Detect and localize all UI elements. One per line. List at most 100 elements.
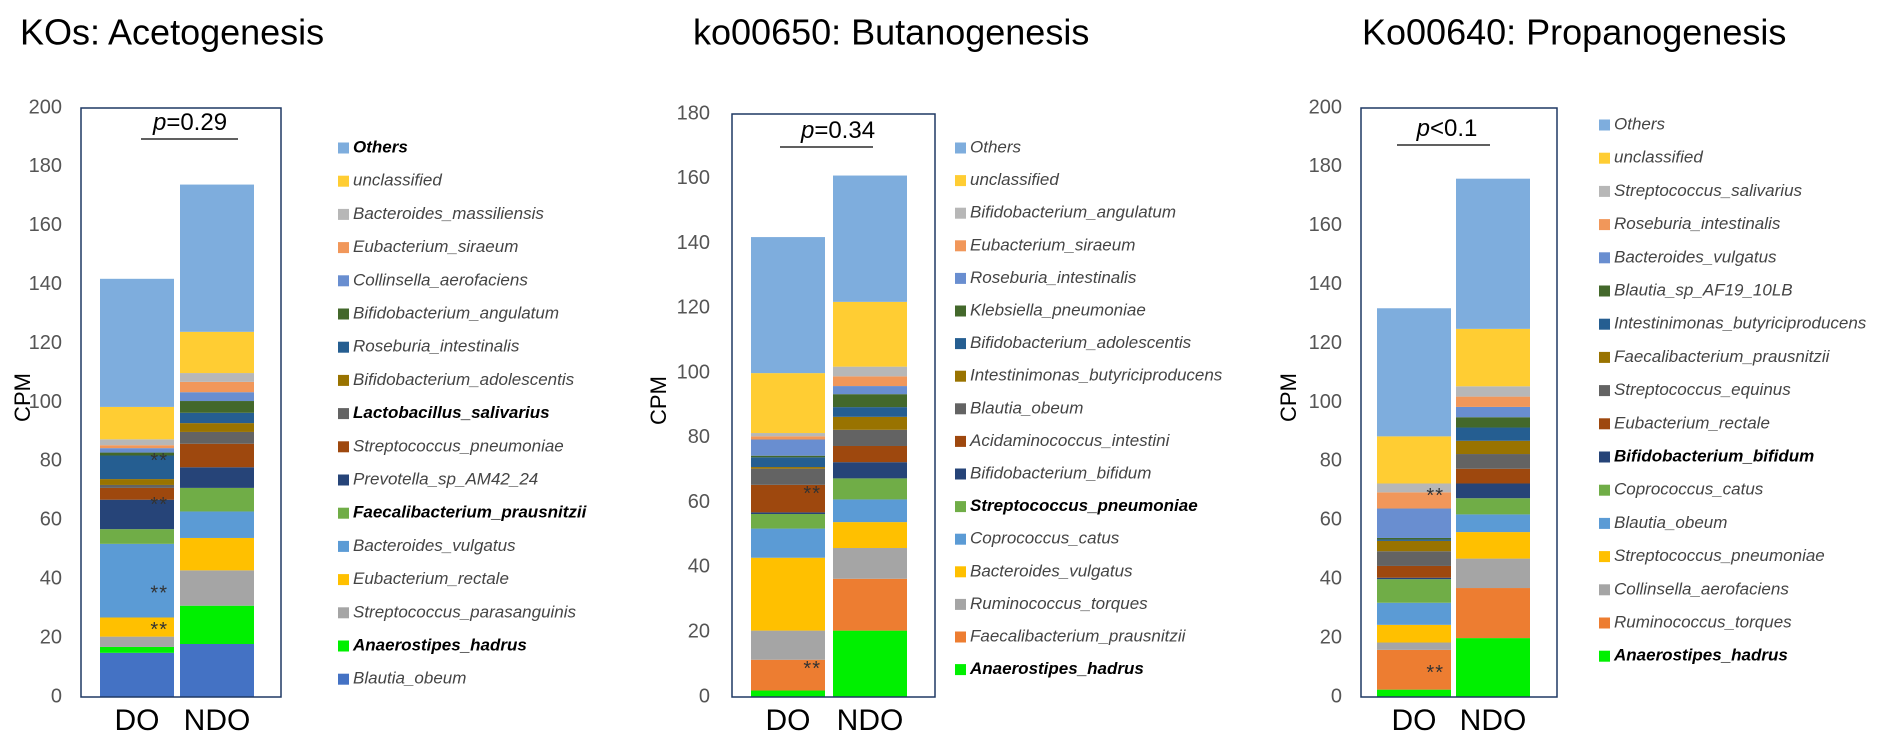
chart-title: Ko00640: Propanogenesis bbox=[1362, 12, 1786, 53]
bar-segment bbox=[1377, 540, 1451, 552]
bar-segment bbox=[751, 659, 825, 691]
legend-swatch bbox=[955, 533, 966, 545]
legend-swatch bbox=[1599, 484, 1610, 496]
bar-segment bbox=[1456, 558, 1530, 589]
bar-segment bbox=[180, 373, 254, 382]
y-tick-label: 100 bbox=[677, 361, 710, 383]
legend-entry: Coprococcus_catus bbox=[970, 529, 1120, 548]
legend-swatch bbox=[1599, 318, 1610, 330]
x-tick-label: NDO bbox=[1460, 704, 1527, 737]
legend-swatch bbox=[338, 242, 349, 254]
legend-entry: Others bbox=[970, 137, 1022, 156]
legend-swatch bbox=[338, 441, 349, 453]
y-tick-label: 20 bbox=[40, 626, 62, 648]
bar-segment bbox=[100, 636, 174, 647]
legend-entry: Eubacterium_siraeum bbox=[970, 235, 1135, 254]
legend-entry: Intestinimonas_butyriciproducens bbox=[1614, 314, 1867, 333]
y-tick-label: 80 bbox=[1320, 450, 1342, 472]
legend-entry: Bacteroides_vulgatus bbox=[970, 561, 1133, 580]
bar-segment bbox=[1456, 427, 1530, 441]
legend-swatch bbox=[1599, 351, 1610, 363]
chart-title: KOs: Acetogenesis bbox=[20, 12, 324, 53]
legend-swatch bbox=[955, 370, 966, 382]
legend-swatch bbox=[955, 207, 966, 219]
legend-swatch bbox=[1599, 152, 1610, 164]
y-tick-label: 40 bbox=[1320, 567, 1342, 589]
bar-segment bbox=[1377, 624, 1451, 643]
legend-swatch bbox=[1599, 185, 1610, 197]
bar-segment bbox=[1377, 689, 1451, 697]
bar-segment bbox=[1456, 386, 1530, 397]
legend-entry: Streptococcus_salivarius bbox=[1614, 181, 1803, 200]
bar-segment bbox=[180, 467, 254, 488]
bar-segment bbox=[100, 499, 174, 530]
bar-segment bbox=[180, 401, 254, 413]
legend-entry: Bifidobacterium_angulatum bbox=[353, 303, 559, 322]
legend-entry: Bifidobacterium_adolescentis bbox=[970, 333, 1192, 352]
bar-segment bbox=[1377, 551, 1451, 566]
bar-segment bbox=[833, 366, 907, 377]
y-axis-label: CPM bbox=[10, 373, 35, 422]
y-tick-label: 60 bbox=[1320, 509, 1342, 531]
y-axis-label: CPM bbox=[646, 376, 671, 425]
legend-entry: Roseburia_intestinalis bbox=[970, 268, 1137, 287]
legend-entry: Roseburia_intestinalis bbox=[353, 337, 520, 356]
bar-segment bbox=[1377, 579, 1451, 603]
legend-entry: Bifidobacterium_bifidum bbox=[1614, 446, 1814, 465]
legend-swatch bbox=[338, 640, 349, 652]
legend-entry: Blautia_obeum bbox=[1614, 513, 1727, 532]
legend-swatch bbox=[1599, 252, 1610, 264]
bar-segment bbox=[100, 652, 174, 697]
bar-segment bbox=[1377, 508, 1451, 538]
bar-segment bbox=[100, 452, 174, 456]
bar-segment bbox=[751, 468, 825, 485]
bar-segment bbox=[1377, 642, 1451, 650]
y-tick-label: 120 bbox=[29, 332, 62, 354]
bar-segment bbox=[1456, 440, 1530, 455]
p-value-number: <0.1 bbox=[1430, 115, 1477, 142]
bar-segment bbox=[1456, 417, 1530, 428]
bar-segment bbox=[180, 443, 254, 468]
legend-entry: Bifidobacterium_bifidum bbox=[970, 463, 1151, 482]
x-tick-label: DO bbox=[115, 704, 160, 737]
legend-entry: Others bbox=[1614, 114, 1666, 133]
y-tick-label: 140 bbox=[677, 232, 710, 254]
legend-entry: Bifidobacterium_adolescentis bbox=[353, 370, 575, 389]
bar-segment bbox=[180, 423, 254, 432]
p-value-prefix: p bbox=[1416, 115, 1430, 142]
bar-segment bbox=[833, 462, 907, 479]
legend-entry: Blautia_obeum bbox=[970, 398, 1083, 417]
bar-segment bbox=[180, 331, 254, 374]
legend-swatch bbox=[338, 142, 349, 154]
legend-swatch bbox=[338, 607, 349, 619]
bar-segment bbox=[833, 376, 907, 387]
legend-entry: Bacteroides_massiliensis bbox=[353, 204, 544, 223]
bar-segment bbox=[751, 514, 825, 529]
legend-swatch bbox=[1599, 119, 1610, 131]
legend-swatch bbox=[1599, 219, 1610, 231]
bar-segment bbox=[100, 445, 174, 449]
bar-segment bbox=[833, 445, 907, 463]
legend-entry: Faecalibacterium_prausnitzii bbox=[353, 503, 588, 522]
legend-entry: Streptococcus_pneumoniae bbox=[970, 496, 1198, 515]
bar-segment bbox=[1377, 602, 1451, 625]
y-tick-label: 100 bbox=[1309, 391, 1342, 413]
y-tick-label: 80 bbox=[40, 450, 62, 472]
y-tick-label: 20 bbox=[688, 621, 710, 643]
legend-swatch bbox=[1599, 584, 1610, 596]
legend-swatch bbox=[955, 598, 966, 610]
y-tick-label: 80 bbox=[688, 426, 710, 448]
bar-segment bbox=[1377, 436, 1451, 484]
legend-swatch bbox=[338, 341, 349, 353]
legend-entry: Anaerostipes_hadrus bbox=[352, 635, 527, 654]
y-tick-label: 20 bbox=[1320, 626, 1342, 648]
legend-entry: Collinsella_aerofaciens bbox=[353, 270, 528, 289]
bar-segment bbox=[751, 439, 825, 456]
plot-frame bbox=[1360, 107, 1558, 698]
y-tick-label: 40 bbox=[40, 567, 62, 589]
legend-swatch bbox=[955, 240, 966, 252]
y-tick-label: 180 bbox=[1309, 155, 1342, 177]
bar-segment bbox=[833, 630, 907, 697]
y-tick-label: 160 bbox=[677, 167, 710, 189]
y-tick-label: 100 bbox=[29, 391, 62, 413]
